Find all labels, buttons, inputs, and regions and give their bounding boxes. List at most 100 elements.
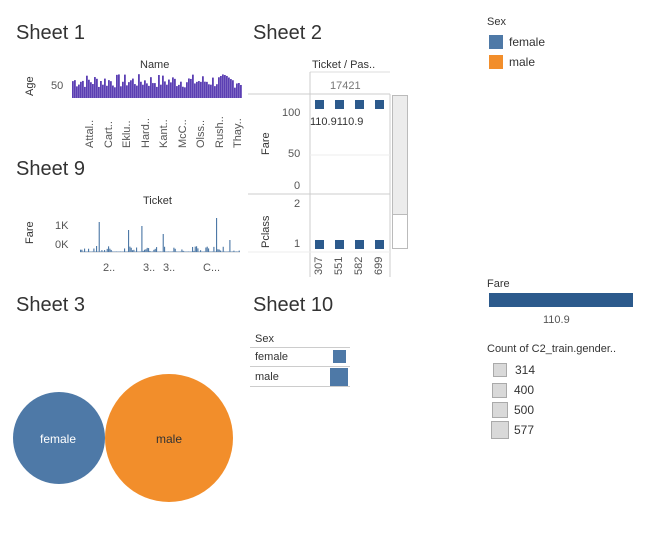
fare-legend-bar[interactable] [489, 293, 633, 307]
sheet1-bar [114, 87, 116, 98]
sheet9-col-header: Ticket [143, 195, 172, 207]
count-legend-item[interactable]: 500 [491, 400, 535, 420]
sheet10-mark-male[interactable] [330, 368, 348, 386]
sheet9-bar [112, 251, 114, 252]
sex-legend-item-male[interactable]: male [489, 52, 545, 72]
sheet1-bar [218, 77, 220, 98]
sheet9-bar [210, 251, 212, 252]
sheet2-fare-label: Fare [260, 132, 272, 155]
sheet9-bar [113, 251, 115, 252]
sheet9-bar [206, 246, 208, 252]
sheet9-bar [220, 250, 222, 252]
sheet1-bar [182, 86, 184, 98]
size-swatch [491, 421, 509, 439]
sheet9-bar [225, 251, 227, 252]
sheet9-bar [108, 246, 110, 252]
sheet9-bar [93, 248, 95, 252]
sheet9-bar [162, 234, 164, 252]
sheet9-bar [164, 246, 166, 252]
sheet1-bar [142, 84, 144, 98]
sheet1-bar [152, 83, 154, 98]
sheet10-mark-female[interactable] [333, 350, 346, 363]
sheet1-bar [240, 84, 242, 98]
sheet1-bar [140, 81, 142, 98]
count-legend-label: 314 [515, 363, 536, 377]
sheet9-bar [188, 251, 190, 252]
sheet1-bar [158, 75, 160, 98]
sex-legend-item-female[interactable]: female [489, 32, 545, 52]
sheet9-bar [213, 246, 215, 252]
size-swatch [492, 402, 508, 418]
sheet9-bar [118, 251, 120, 252]
sheet1-bar [214, 86, 216, 98]
sheet9-bar [133, 249, 135, 252]
sheet1-xtick: Rush.. [213, 116, 226, 148]
sheet9-bar [156, 247, 158, 252]
bubble-male [105, 374, 233, 502]
sheet1-bar [88, 79, 90, 98]
sheet9-bar [125, 251, 127, 252]
sheet1-xtick: Kant.. [158, 119, 170, 148]
sheet1-bar [154, 83, 156, 98]
sheet1-bar [228, 77, 230, 98]
sheet2-xtick: 699 [373, 256, 385, 275]
sheet1-bar [80, 81, 82, 98]
sheet1-bar [110, 81, 112, 98]
sheet9-bar [169, 251, 171, 252]
sheet1-bar [150, 77, 152, 98]
sheet9-bar [198, 251, 200, 252]
sheet2-scrollbar[interactable] [392, 95, 408, 249]
sheet9-bar [82, 251, 84, 252]
sheet2-pclass-mark [315, 240, 324, 249]
count-legend-title: Count of C2_train.gender.. [487, 343, 617, 355]
sheet2-scrollbar-thumb[interactable] [393, 96, 407, 215]
sheet2-marks[interactable] [310, 94, 390, 254]
sheet9-bar [117, 251, 119, 252]
sheet9-bar [202, 251, 204, 252]
sheet1-bar [148, 85, 150, 98]
sheet9-bar [121, 251, 123, 252]
sheet9-bar [177, 251, 179, 252]
sheet2-xtick: 551 [333, 256, 345, 275]
sheet9-bar [178, 251, 180, 252]
sheet9-bar [238, 250, 240, 252]
sheet1-bar [100, 81, 102, 98]
sheet9-bar [152, 251, 154, 252]
sheet9-bar [102, 251, 104, 252]
sheet3-bubble-chart[interactable] [0, 360, 240, 502]
sheet9-bar [185, 251, 187, 252]
count-legend-item[interactable]: 314 [491, 360, 535, 380]
sheet2-fare-mark [355, 100, 364, 109]
sheet9-title: Sheet 9 [16, 158, 85, 180]
sheet9-bar [97, 251, 99, 252]
sheet1-bar [202, 76, 204, 98]
sheet9-bar [228, 251, 230, 252]
sheet1-bar [170, 82, 172, 98]
sheet1-bar [126, 85, 128, 98]
sheet9-bar [222, 246, 224, 252]
sheet9-bar [201, 251, 203, 252]
sheet1-xtick: Hard.. [139, 118, 152, 148]
sheet2-fare-mark [335, 100, 344, 109]
sheet1-xtick: Attal.. [84, 119, 96, 148]
count-legend-item[interactable]: 400 [491, 380, 535, 400]
sheet9-bar [116, 251, 118, 252]
sheet1-bar-chart[interactable] [72, 72, 242, 100]
sheet2-pclass-mark [375, 240, 384, 249]
fare-legend-title: Fare [487, 278, 510, 290]
sheet1-bar [84, 86, 86, 98]
sheet9-bar [194, 246, 196, 252]
sheet9-bar-chart[interactable] [80, 210, 240, 254]
sheet1-bar [180, 81, 182, 98]
sheet1-bar [222, 74, 224, 98]
fare-legend-value: 110.9 [543, 314, 570, 326]
count-legend-item[interactable]: 577 [491, 420, 535, 440]
sheet1-bar [184, 87, 186, 98]
sheet9-ytick-1k: 1K [55, 220, 69, 232]
sheet1-ytick: 50 [51, 80, 64, 92]
count-legend-label: 500 [514, 403, 535, 417]
sheet9-bar [138, 251, 140, 252]
sheet1-bar [198, 81, 200, 98]
sheet9-bar [101, 250, 103, 252]
sheet10-title: Sheet 10 [253, 294, 334, 316]
